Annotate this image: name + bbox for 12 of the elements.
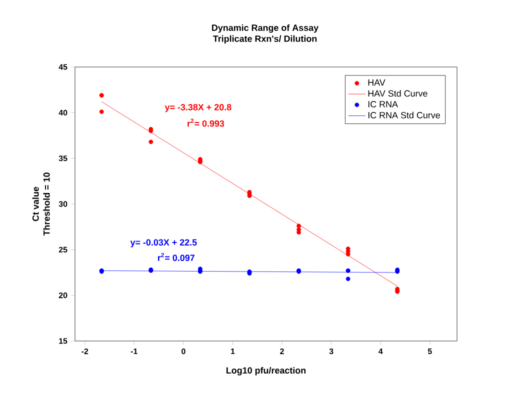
annotation: r$^{2}$= 0.993 xyxy=(188,118,224,127)
legend-label: IC RNA Std Curve xyxy=(368,112,440,118)
legend-label: IC RNA xyxy=(368,101,398,108)
chart-title: Dynamic Range of Assay xyxy=(212,24,319,33)
legend-label: HAV Std Curve xyxy=(368,90,428,97)
chart-subtitle: Triplicate Rxn's/ Dilution xyxy=(212,35,317,44)
y-axis-title: Ct value Threshold = 10 xyxy=(32,172,50,236)
x-axis-title: Log10 pfu/reaction xyxy=(226,367,306,376)
annotation: y= -0.03X + 22.5 xyxy=(130,239,197,248)
annotation: r$^{2}$= 0.097 xyxy=(158,252,194,262)
legend-label: HAV xyxy=(368,79,386,86)
annotation: y= -3.38X + 20.8 xyxy=(164,104,232,112)
